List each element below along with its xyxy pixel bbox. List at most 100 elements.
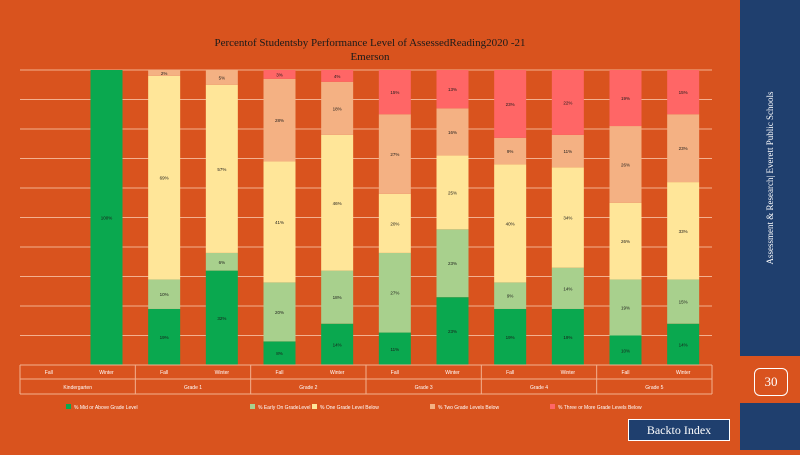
bar-segment bbox=[494, 164, 527, 283]
data-label: 32% bbox=[217, 316, 226, 321]
chart-title: Percentof Studentsby Performance Level o… bbox=[214, 37, 526, 49]
data-label: 20% bbox=[275, 310, 284, 315]
bar-segment bbox=[205, 84, 238, 253]
legend-label: % Early On GradeLevel bbox=[258, 405, 311, 411]
data-label: 11% bbox=[390, 347, 399, 352]
bar-segment bbox=[148, 75, 181, 280]
data-label: 28% bbox=[275, 118, 284, 123]
data-label: 14% bbox=[333, 342, 342, 347]
bar-segment bbox=[148, 308, 181, 365]
data-label: 15% bbox=[679, 300, 688, 305]
data-label: 19% bbox=[621, 305, 630, 310]
bar-segment bbox=[436, 297, 469, 365]
bar-segment bbox=[609, 126, 642, 203]
tick-label-season: Fall bbox=[275, 370, 283, 376]
bar-segment bbox=[551, 70, 584, 135]
data-label: 23% bbox=[448, 329, 457, 334]
bar-segment bbox=[378, 193, 411, 253]
data-label: 9% bbox=[507, 149, 514, 154]
bar-segment bbox=[321, 81, 354, 135]
tick-label-season: Winter bbox=[215, 370, 230, 376]
bar-segment bbox=[494, 70, 527, 138]
bar-segment bbox=[321, 323, 354, 365]
legend-label: % One Grade Level Below bbox=[320, 405, 379, 411]
data-label: 23% bbox=[679, 146, 688, 151]
sidebar: Assessment & Research| Everett Public Sc… bbox=[740, 0, 800, 356]
bar-segment bbox=[494, 137, 527, 165]
data-label: 16% bbox=[448, 130, 457, 135]
bar-segment bbox=[321, 134, 354, 271]
data-label: 19% bbox=[506, 335, 515, 340]
bar-segment bbox=[263, 282, 296, 342]
tick-label-season: Winter bbox=[330, 370, 345, 376]
bar-segment bbox=[551, 167, 584, 268]
back-to-index-button[interactable]: Backto Index bbox=[628, 419, 730, 441]
data-label: 6% bbox=[219, 260, 226, 265]
bar-segment bbox=[378, 252, 411, 333]
bar-segment bbox=[205, 252, 238, 271]
bar-segment bbox=[321, 270, 354, 324]
bar-segment bbox=[667, 279, 700, 324]
legend-swatch bbox=[250, 404, 255, 409]
tick-label-grade: Grade 2 bbox=[299, 385, 317, 391]
tick-label-grade: Grade 5 bbox=[645, 385, 663, 391]
bar-segment bbox=[667, 114, 700, 183]
legend-swatch bbox=[550, 404, 555, 409]
data-label: 69% bbox=[160, 176, 169, 181]
chart-subtitle: Emerson bbox=[350, 51, 390, 63]
bar-segment bbox=[321, 70, 354, 82]
bar-segment bbox=[551, 308, 584, 365]
data-label: 3% bbox=[276, 72, 283, 77]
data-label: 19% bbox=[563, 335, 572, 340]
data-label: 25% bbox=[448, 190, 457, 195]
sidebar-text: Assessment & Research| Everett Public Sc… bbox=[765, 91, 775, 265]
data-label: 100% bbox=[101, 216, 113, 221]
sidebar-bottom bbox=[740, 403, 800, 450]
data-label: 20% bbox=[390, 221, 399, 226]
legend-swatch bbox=[66, 404, 71, 409]
bar-segment bbox=[551, 134, 584, 168]
bar-segment bbox=[494, 282, 527, 309]
data-label: 27% bbox=[390, 152, 399, 157]
bar-segment bbox=[609, 70, 642, 127]
bar-segment bbox=[667, 70, 700, 115]
data-label: 5% bbox=[219, 75, 226, 80]
bar-segment bbox=[551, 267, 584, 309]
data-label: 14% bbox=[563, 286, 572, 291]
bar-segment bbox=[667, 182, 700, 280]
chart-svg: 100% 19% 10% 69% 2% 32% 6% 57% 5% 8% 20% 41% 28% 3% 14… bbox=[19, 69, 713, 411]
data-label: 23% bbox=[506, 102, 515, 107]
bar-segment bbox=[263, 70, 296, 79]
tick-label-season: Winter bbox=[676, 370, 691, 376]
tick-label-grade: Grade 4 bbox=[530, 385, 548, 391]
bar-segment bbox=[609, 202, 642, 280]
bar-segment bbox=[205, 270, 238, 365]
data-label: 41% bbox=[275, 220, 284, 225]
data-label: 10% bbox=[621, 348, 630, 353]
bar-segment bbox=[378, 332, 411, 365]
legend-label: % Mid or Above Grade Level bbox=[74, 405, 138, 411]
data-label: 57% bbox=[217, 167, 226, 172]
data-label: 15% bbox=[390, 90, 399, 95]
bar-segment bbox=[263, 341, 296, 365]
bar-segment bbox=[609, 279, 642, 336]
bar-segment bbox=[90, 70, 123, 365]
data-label: 26% bbox=[621, 162, 630, 167]
data-label: 27% bbox=[390, 291, 399, 296]
data-label: 19% bbox=[160, 335, 169, 340]
data-label: 22% bbox=[563, 100, 572, 105]
bar-segment bbox=[609, 335, 642, 365]
data-label: 14% bbox=[679, 342, 688, 347]
page-number: 30 bbox=[754, 368, 788, 396]
data-label: 8% bbox=[276, 351, 283, 356]
data-label: 46% bbox=[333, 201, 342, 206]
data-label: 18% bbox=[333, 295, 342, 300]
legend-swatch bbox=[312, 404, 317, 409]
tick-label-season: Winter bbox=[561, 370, 576, 376]
data-label: 15% bbox=[679, 90, 688, 95]
bar-segment bbox=[378, 70, 411, 115]
tick-label-grade: Kindergarten bbox=[63, 385, 92, 391]
legend-label: % Two Grade Levels Below bbox=[438, 405, 499, 411]
bar-segment bbox=[148, 279, 181, 309]
data-label: 2% bbox=[161, 71, 168, 76]
